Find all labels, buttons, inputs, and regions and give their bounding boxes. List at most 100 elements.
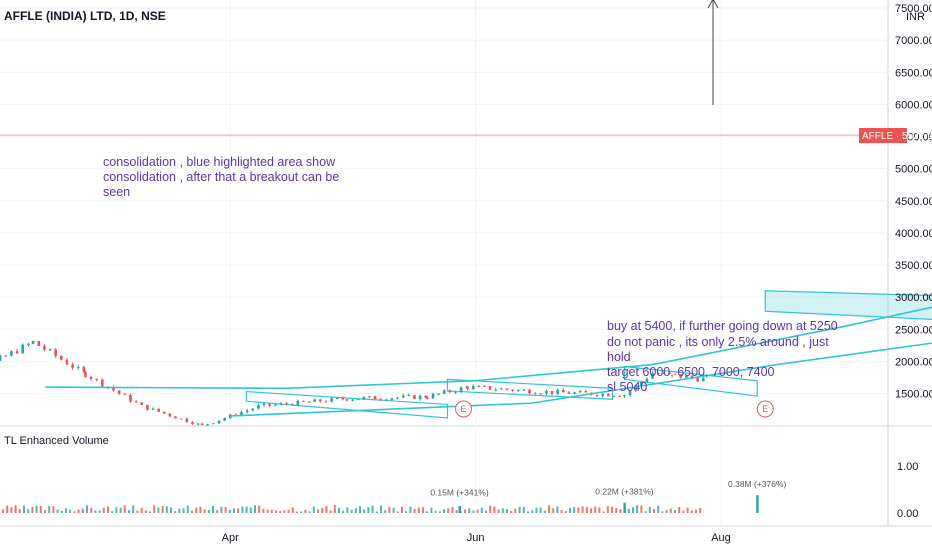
volume-bar [506,509,508,513]
candle-body [251,408,255,411]
candle-body [290,404,294,406]
candle-body [459,387,463,392]
volume-bar [476,509,479,513]
trade-note: buy at 5400, if further going down at 52… [607,319,838,394]
volume-bar [598,507,601,513]
volume-bar [312,506,315,513]
candle-body [134,401,138,403]
candle-body [426,397,429,399]
candle-body [522,389,526,391]
candle-body [54,349,57,356]
candle-body [379,399,382,401]
y-tick-label: 5000.00 [895,164,932,176]
candle-body [95,379,99,381]
candle-body [146,404,149,410]
volume-bar [291,507,294,513]
candle-body [573,392,576,394]
volume-bar [375,511,378,513]
volume-bar [564,511,567,513]
volume-bar [447,508,450,513]
volume-bar [438,511,441,513]
volume-bar [220,506,223,513]
volume-bar [678,506,681,513]
x-tick-label: Jun [467,532,485,544]
volume-bar [128,510,130,513]
candle-body [273,404,277,406]
volume-bar [396,511,399,513]
volume-spike-label: 0.15M (+341%) [430,488,489,498]
volume-bar [174,511,177,513]
volume-bar [640,505,643,513]
volume-bar [581,506,584,513]
volume-bar [422,507,424,513]
candle-body [528,389,531,394]
volume-bar [359,506,361,513]
volume-bar [52,506,55,513]
candle-body [640,381,643,386]
candle-body [567,392,571,394]
volume-bar [485,510,487,513]
candle-body [174,416,177,419]
volume-bar [195,507,198,513]
candle-body [533,393,537,395]
candle-body [556,390,559,394]
candle-body [390,398,394,400]
currency-label: INR [906,11,925,23]
volume-bar [300,511,303,513]
volume-bar [430,507,433,513]
volume-bar [144,510,147,513]
candle-body [27,343,30,345]
volume-bar [338,507,340,513]
candle-body [37,340,41,346]
volume-bar [472,510,475,513]
volume-bar [674,510,676,513]
volume-bar [56,509,59,513]
volume-bar [296,511,298,513]
candle-body [191,422,194,425]
note-line: buy at 5400, if further going down at 52… [607,319,838,333]
candle-body [628,390,632,396]
volume-bar [464,509,466,513]
volume-bar [380,505,382,513]
volume-bar [153,505,156,513]
volume-bar [111,511,114,513]
volume-bar [102,507,105,513]
volume-bar [119,507,122,513]
volume-bar [186,505,189,513]
volume-bar [94,510,97,513]
volume-bar [594,506,597,513]
volume-bar [65,508,67,513]
note-line: consolidation , after that a breakout ca… [103,170,339,184]
volume-bar [443,509,445,513]
candle-body [15,351,19,354]
candle-body [511,389,514,391]
volume-bar [149,511,151,513]
volume-bar [199,506,202,513]
candle-body [212,423,215,425]
note-line: hold [607,350,631,364]
volume-bar [279,511,282,513]
volume-bar [392,507,395,513]
volume-bar [14,505,17,513]
volume-bar [489,505,492,513]
candle-body [662,372,666,374]
volume-bar [266,509,269,513]
volume-bar [371,505,374,513]
volume-bar [636,505,639,513]
candle-body [200,423,204,425]
volume-bar [2,509,4,513]
volume-bar [661,511,664,513]
candle-body [185,418,189,423]
candle-body [362,397,366,400]
candle-body [48,349,52,351]
volume-bar [627,508,630,513]
volume-bar [644,511,647,513]
volume-bar [115,507,118,513]
volume-bar [695,509,697,513]
volume-bar [552,508,555,513]
candle-body [151,408,155,410]
earnings-markers: EEEEE [455,400,774,418]
candle-body [696,377,699,382]
y-tick-label: 2000.00 [895,356,932,368]
